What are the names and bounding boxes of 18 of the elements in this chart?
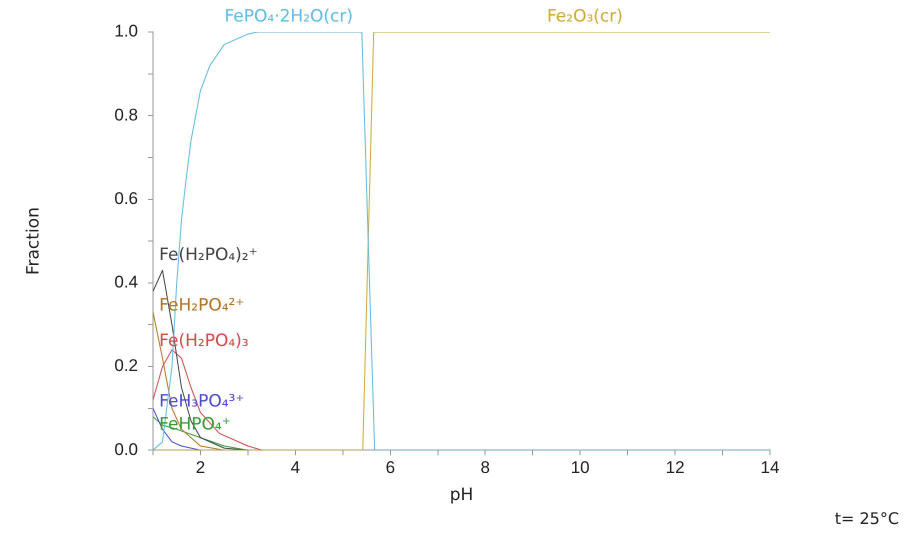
- y-tick-label: 0.2: [114, 356, 138, 376]
- y-tick-label: 1.0: [114, 22, 138, 41]
- x-tick-label: 2: [196, 458, 206, 478]
- y-tick-label: 0.8: [114, 105, 138, 124]
- y-tick-label: 0.0: [114, 440, 138, 459]
- x-tick-label: 14: [760, 458, 780, 478]
- x-tick-label: 8: [480, 458, 490, 478]
- x-tick-label: 4: [290, 458, 300, 478]
- text: t= 25°C: [834, 509, 899, 528]
- y-tick-label: 0.6: [114, 188, 138, 208]
- x-tick-label: 10: [570, 458, 590, 478]
- y-tick-label: 0.4: [114, 272, 138, 292]
- x-tick-label: 6: [386, 458, 396, 478]
- series-label: Fe₂O₃(cr): [546, 6, 623, 26]
- y-axis-title: Fraction: [24, 207, 44, 276]
- x-axis-title: pH: [450, 485, 474, 506]
- x-tick-label: 12: [666, 458, 685, 478]
- series-label: FePO₄·2H₂O(cr): [224, 6, 354, 26]
